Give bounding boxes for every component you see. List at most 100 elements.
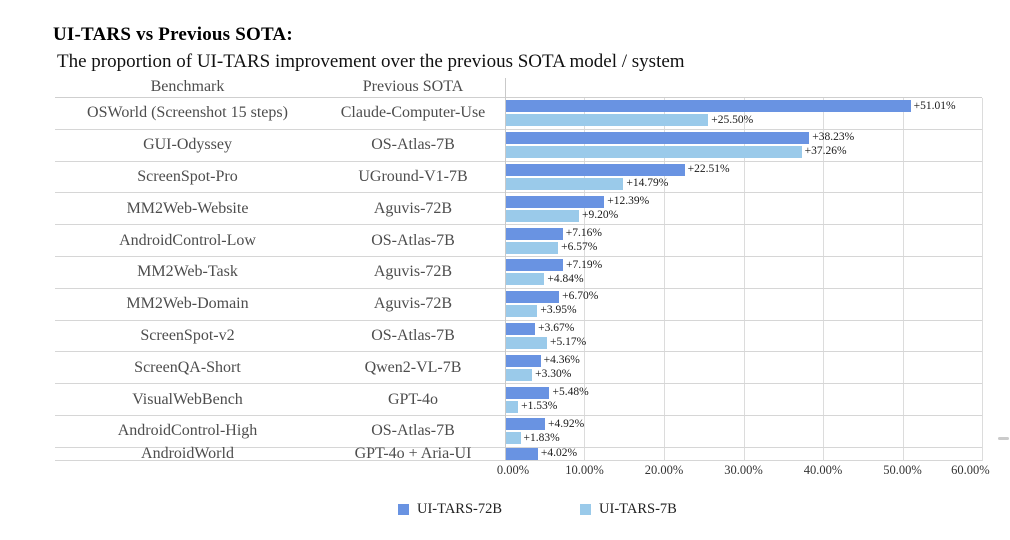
bar-72b — [506, 259, 564, 272]
benchmark-label: MM2Web-Domain — [126, 295, 249, 313]
bar-72b — [506, 354, 541, 367]
legend-label: UI-TARS-72B — [417, 501, 503, 517]
bar-value-label: +5.17% — [550, 336, 587, 349]
previous-sota-label: UGround-V1-7B — [358, 167, 468, 185]
bars-cell: +5.48% +1.53% — [506, 384, 982, 415]
bar-7b — [506, 114, 709, 127]
previous-sota-label: OS-Atlas-7B — [371, 326, 455, 344]
bar-line: +4.02% — [506, 448, 982, 460]
x-axis-tick: 10.00% — [565, 463, 604, 477]
bar-72b — [506, 195, 605, 208]
bar-7b — [506, 336, 547, 349]
bar-line: +5.17% — [506, 337, 982, 349]
bar-72b — [506, 322, 536, 335]
benchmark-label: ScreenQA-Short — [134, 358, 241, 376]
bar-7b — [506, 368, 533, 381]
bars-cell: +6.70% +3.95% — [506, 289, 982, 320]
bar-value-label: +37.26% — [804, 145, 847, 158]
previous-sota-label: Claude-Computer-Use — [340, 104, 486, 122]
bar-72b — [506, 291, 560, 304]
bar-value-label: +25.50% — [711, 113, 754, 126]
bar-line: +14.79% — [506, 178, 982, 190]
bars-cell: +7.16% +6.57% — [506, 225, 982, 256]
table-row: ScreenSpot-v2 OS-Atlas-7B +3.67% +5.17% — [55, 321, 982, 353]
bar-value-label: +3.95% — [540, 304, 577, 317]
benchmark-label: AndroidWorld — [141, 444, 234, 462]
bar-line: +3.67% — [506, 323, 982, 335]
chart-rows: OSWorld (Screenshot 15 steps) Claude-Comp… — [55, 98, 982, 462]
x-axis-tick: 20.00% — [644, 463, 684, 477]
previous-sota-label: Qwen2-VL-7B — [364, 358, 462, 376]
benchmark-label: AndroidControl-Low — [119, 231, 256, 249]
bar-value-label: +12.39% — [607, 195, 650, 208]
bar-72b — [506, 386, 550, 399]
legend: UI-TARS-72B UI-TARS-7B — [398, 501, 677, 518]
bar-line: +37.26% — [506, 145, 982, 159]
bar-value-label: +7.19% — [566, 258, 603, 271]
table-row: VisualWebBench GPT-4o +5.48% +1.53% — [55, 384, 982, 416]
previous-sota-label: Aguvis-72B — [373, 199, 453, 217]
bar-value-label: +7.16% — [565, 226, 602, 239]
bar-value-label: +1.83% — [523, 431, 560, 444]
bar-7b — [506, 305, 538, 318]
previous-sota-label: Aguvis-72B — [373, 263, 453, 281]
table-row: AndroidControl-Low OS-Atlas-7B +7.16% +6.57… — [55, 225, 982, 257]
x-axis-tick: 50.00% — [883, 463, 922, 477]
bar-value-label: +4.92% — [548, 417, 585, 430]
bar-value-label: +1.53% — [521, 399, 558, 412]
bars-cell: +51.01% +25.50% — [506, 98, 982, 129]
table-row: AndroidWorld GPT-4o + Aria-UI +4.02% — [55, 444, 982, 462]
bar-value-label: +3.67% — [538, 322, 575, 335]
table-column-headers: Benchmark Previous SOTA — [55, 76, 506, 97]
stray-dash-mark — [998, 437, 1009, 440]
chart-title: UI-TARS vs Previous SOTA: — [53, 24, 293, 45]
bar-72b — [506, 227, 563, 240]
bars-cell: +22.51% +14.79% — [506, 162, 982, 193]
bar-line: +22.51% — [506, 164, 982, 176]
bar-7b — [506, 432, 521, 445]
bar-72b — [506, 163, 685, 176]
bar-value-label: +4.36% — [543, 354, 580, 367]
bar-value-label: +38.23% — [812, 131, 855, 144]
bar-7b — [506, 241, 559, 254]
legend-item: UI-TARS-72B — [398, 501, 502, 518]
legend-swatch-ui-tars-7b — [580, 504, 592, 515]
bar-value-label: +6.70% — [562, 290, 599, 303]
bars-cell: +12.39% +9.20% — [506, 193, 982, 224]
bar-line: +7.16% — [506, 226, 982, 240]
bar-line: +3.95% — [506, 304, 982, 318]
table-row: MM2Web-Task Aguvis-72B +7.19% +4.84% — [55, 257, 982, 289]
bars-cell: +4.92% +1.83% — [506, 416, 982, 447]
chart-subtitle: The proportion of UI-TARS improvement ov… — [57, 51, 685, 72]
previous-sota-label: OS-Atlas-7B — [371, 231, 455, 249]
bar-line: +6.70% — [506, 290, 982, 304]
bar-value-label: +9.20% — [581, 209, 619, 222]
bar-line: +6.57% — [506, 241, 982, 254]
bar-line: +25.50% — [506, 113, 982, 127]
bar-chart: OSWorld (Screenshot 15 steps) Claude-Comp… — [55, 97, 983, 462]
bar-line: +7.19% — [506, 258, 982, 272]
bars-cell: +3.67% +5.17% — [506, 321, 982, 352]
bar-line: +9.20% — [506, 210, 982, 222]
previous-sota-label: OS-Atlas-7B — [371, 136, 455, 154]
bar-line: +5.48% — [506, 386, 982, 399]
previous-sota-label: GPT-4o — [387, 390, 439, 408]
benchmark-label: ScreenSpot-v2 — [140, 326, 235, 344]
legend-label: UI-TARS-7B — [599, 501, 677, 517]
bar-value-label: +22.51% — [687, 163, 730, 176]
bar-72b — [506, 100, 911, 113]
bar-line: +4.92% — [506, 417, 982, 431]
bars-cell: +4.02% — [506, 448, 982, 460]
x-axis-tick: 60.00% — [951, 463, 990, 477]
bar-72b — [506, 447, 538, 460]
bar-value-label: +4.02% — [540, 447, 578, 460]
table-row: AndroidControl-High OS-Atlas-7B +4.92% +1.8… — [55, 416, 982, 448]
table-row: MM2Web-Domain Aguvis-72B +6.70% +3.95% — [55, 289, 982, 321]
x-axis-tick: 30.00% — [724, 463, 763, 477]
previous-sota-label: Aguvis-72B — [373, 295, 453, 313]
benchmark-label: AndroidControl-High — [117, 422, 258, 440]
bar-line: +38.23% — [506, 131, 982, 145]
x-axis-tick: 0.00% — [496, 463, 530, 477]
bar-value-label: +14.79% — [626, 177, 669, 190]
